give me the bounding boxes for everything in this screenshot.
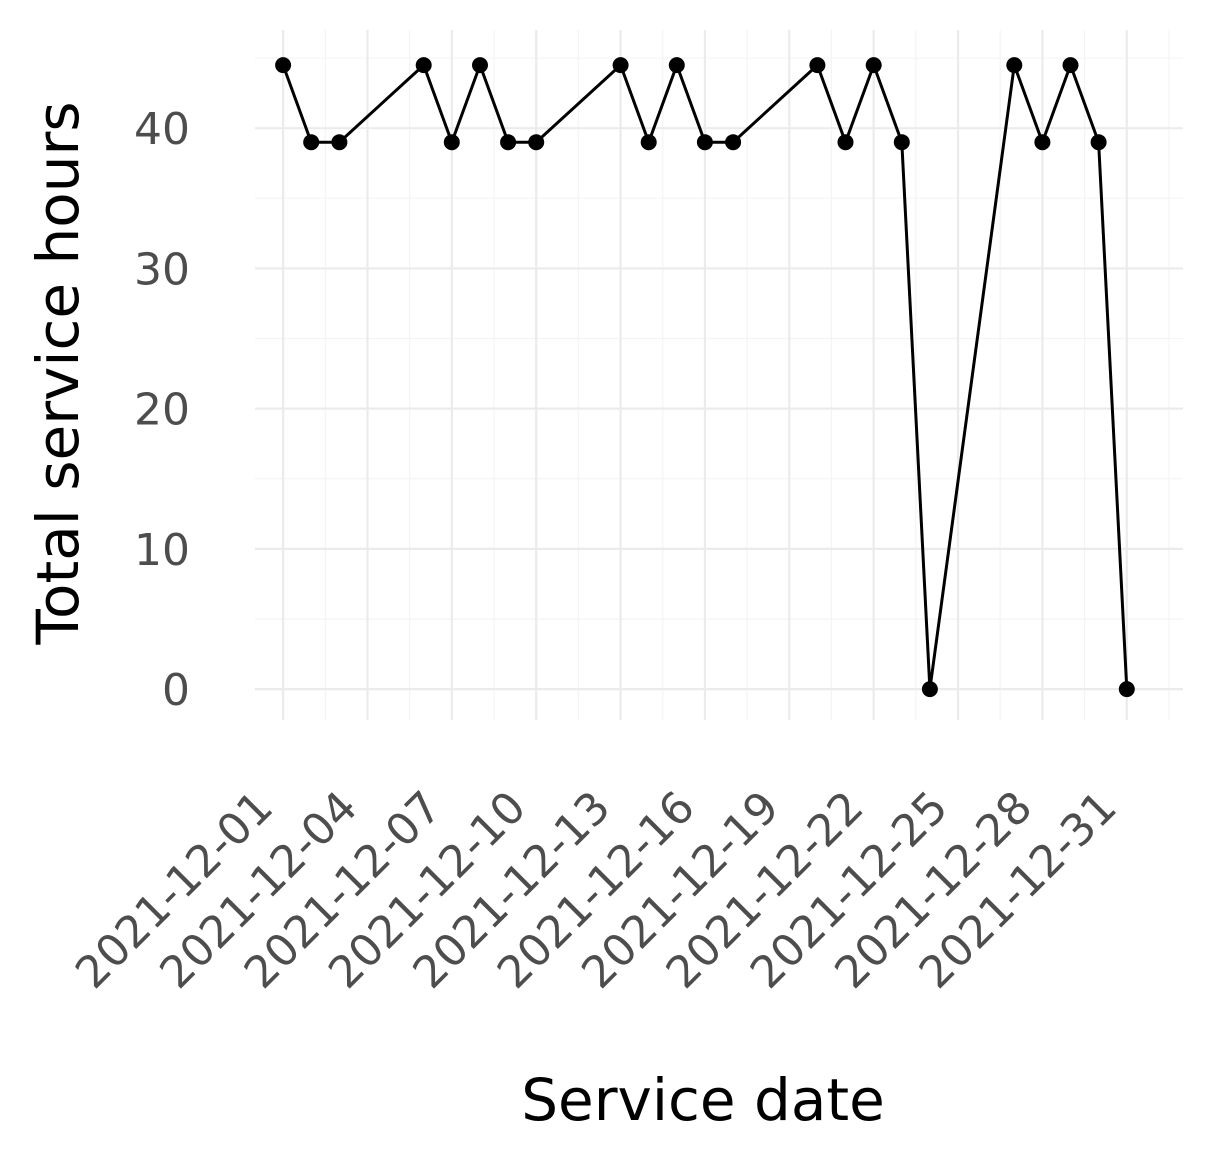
y-tick-label: 0 [162,665,190,716]
data-point [1034,134,1051,151]
major-gridlines [255,30,1183,720]
data-point [500,134,517,151]
data-point [696,134,713,151]
minor-gridlines [255,30,1183,720]
data-point [1006,57,1023,74]
y-tick-label: 20 [134,385,190,436]
x-axis-ticks: 2021-12-012021-12-042021-12-072021-12-10… [66,782,1127,999]
x-axis-title: Service date [521,1066,885,1134]
data-point [303,134,320,151]
data-point [415,57,432,74]
y-axis-ticks: 0 10 20 30 40 [134,104,190,716]
data-point [837,134,854,151]
data-point [865,57,882,74]
series-layer [275,57,1135,698]
data-point [893,134,910,151]
data-point [528,134,545,151]
y-tick-label: 10 [134,525,190,576]
data-point [331,134,348,151]
y-tick-label: 30 [134,244,190,295]
data-point [1118,681,1135,698]
y-axis-title: Total service hours [24,101,92,645]
data-point [472,57,488,74]
data-point [668,57,685,74]
data-point [1062,57,1079,74]
data-point [809,57,826,74]
data-point [725,134,742,151]
data-point [275,57,292,74]
data-point [921,681,938,698]
data-point [1090,134,1107,151]
data-point [443,134,460,151]
data-point [612,57,629,74]
y-tick-label: 40 [134,104,190,155]
data-point [640,134,657,151]
